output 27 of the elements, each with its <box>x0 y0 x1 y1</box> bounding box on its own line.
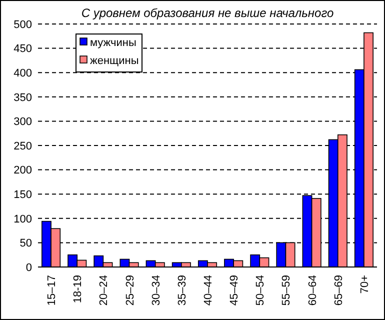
x-tick-label: 30–34 <box>150 275 162 306</box>
y-tick-label: 400 <box>14 67 32 80</box>
x-tick-label: 55–59 <box>280 275 293 306</box>
x-tick-label: 45–49 <box>228 275 241 306</box>
y-tick-label: 250 <box>14 140 32 152</box>
x-tick-label: 35–39 <box>176 275 188 306</box>
x-tick-label: 65–69 <box>332 275 345 306</box>
x-tick-label: 70+ <box>358 275 371 294</box>
legend-label: женщины <box>90 54 139 67</box>
x-tick-label: 18-19 <box>72 275 84 304</box>
x-tick-label: 20–24 <box>98 275 110 306</box>
chart-title: С уровнем образования не выше начального <box>81 6 334 20</box>
y-tick-label: 200 <box>14 164 32 177</box>
x-tick-label: 15–17 <box>46 275 58 306</box>
x-tick-label: 60–64 <box>306 275 319 306</box>
y-tick-label: 0 <box>26 262 32 274</box>
y-tick-label: 150 <box>14 188 32 201</box>
legend-label: мужчины <box>90 36 136 49</box>
y-tick-label: 50 <box>20 238 32 250</box>
x-tick-label: 25–29 <box>124 275 136 306</box>
y-tick-label: 350 <box>14 92 32 104</box>
x-tick-label: 50–54 <box>254 275 267 306</box>
y-tick-label: 500 <box>14 18 32 31</box>
y-tick-label: 300 <box>14 116 32 128</box>
x-tick-label: 40–44 <box>202 275 214 306</box>
y-tick-label: 450 <box>14 43 32 56</box>
y-tick-label: 100 <box>14 213 32 226</box>
